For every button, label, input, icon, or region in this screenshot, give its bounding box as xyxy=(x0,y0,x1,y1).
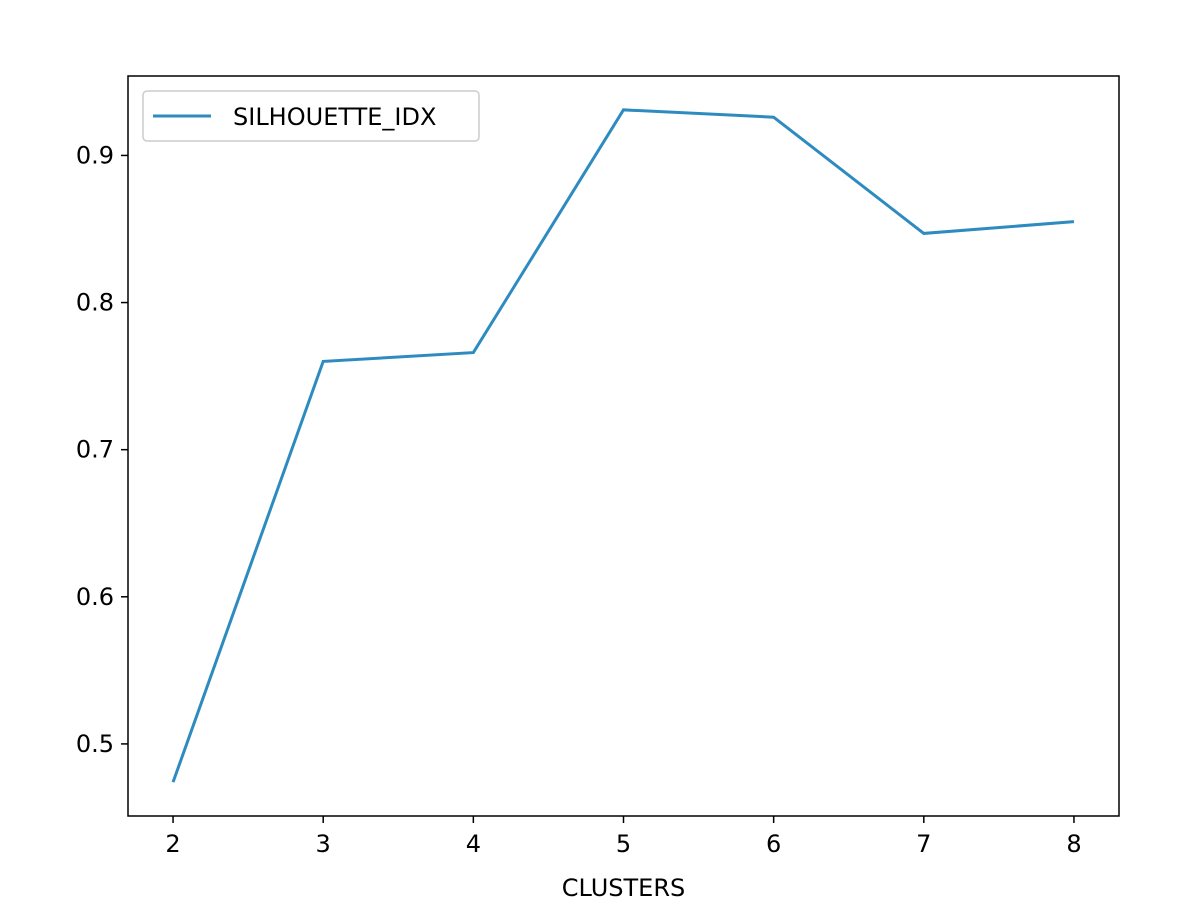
legend-box xyxy=(142,90,480,142)
data-point xyxy=(623,109,624,110)
data-point xyxy=(323,361,324,362)
x-tick-label: 5 xyxy=(616,830,631,858)
data-point xyxy=(173,782,174,783)
x-tick-label: 2 xyxy=(165,830,180,858)
x-tick-label: 4 xyxy=(466,830,481,858)
data-point xyxy=(1073,221,1074,222)
data-point xyxy=(923,233,924,234)
x-tick-label: 6 xyxy=(766,830,781,858)
y-tick-label: 0.5 xyxy=(76,730,114,758)
x-tick-label: 7 xyxy=(916,830,931,858)
y-axis: 0.5 0.6 0.7 0.8 0.9 xyxy=(76,141,128,758)
legend-label: SILHOUETTE_IDX xyxy=(233,103,436,131)
plot-area xyxy=(128,76,1119,816)
series-line-0 xyxy=(171,108,1075,783)
data-point xyxy=(473,352,474,353)
y-tick-label: 0.8 xyxy=(76,289,114,317)
x-axis-label: CLUSTERS xyxy=(562,874,685,902)
x-axis: 2 3 4 5 6 7 8 xyxy=(165,816,1082,858)
y-tick-label: 0.9 xyxy=(76,141,114,169)
legend: SILHOUETTE_IDX xyxy=(142,90,480,142)
data-point xyxy=(773,117,774,118)
x-tick-label: 8 xyxy=(1066,830,1081,858)
x-tick-label: 3 xyxy=(316,830,331,858)
y-tick-label: 0.6 xyxy=(76,583,114,611)
series-layer xyxy=(171,108,1075,783)
y-tick-label: 0.7 xyxy=(76,436,114,464)
